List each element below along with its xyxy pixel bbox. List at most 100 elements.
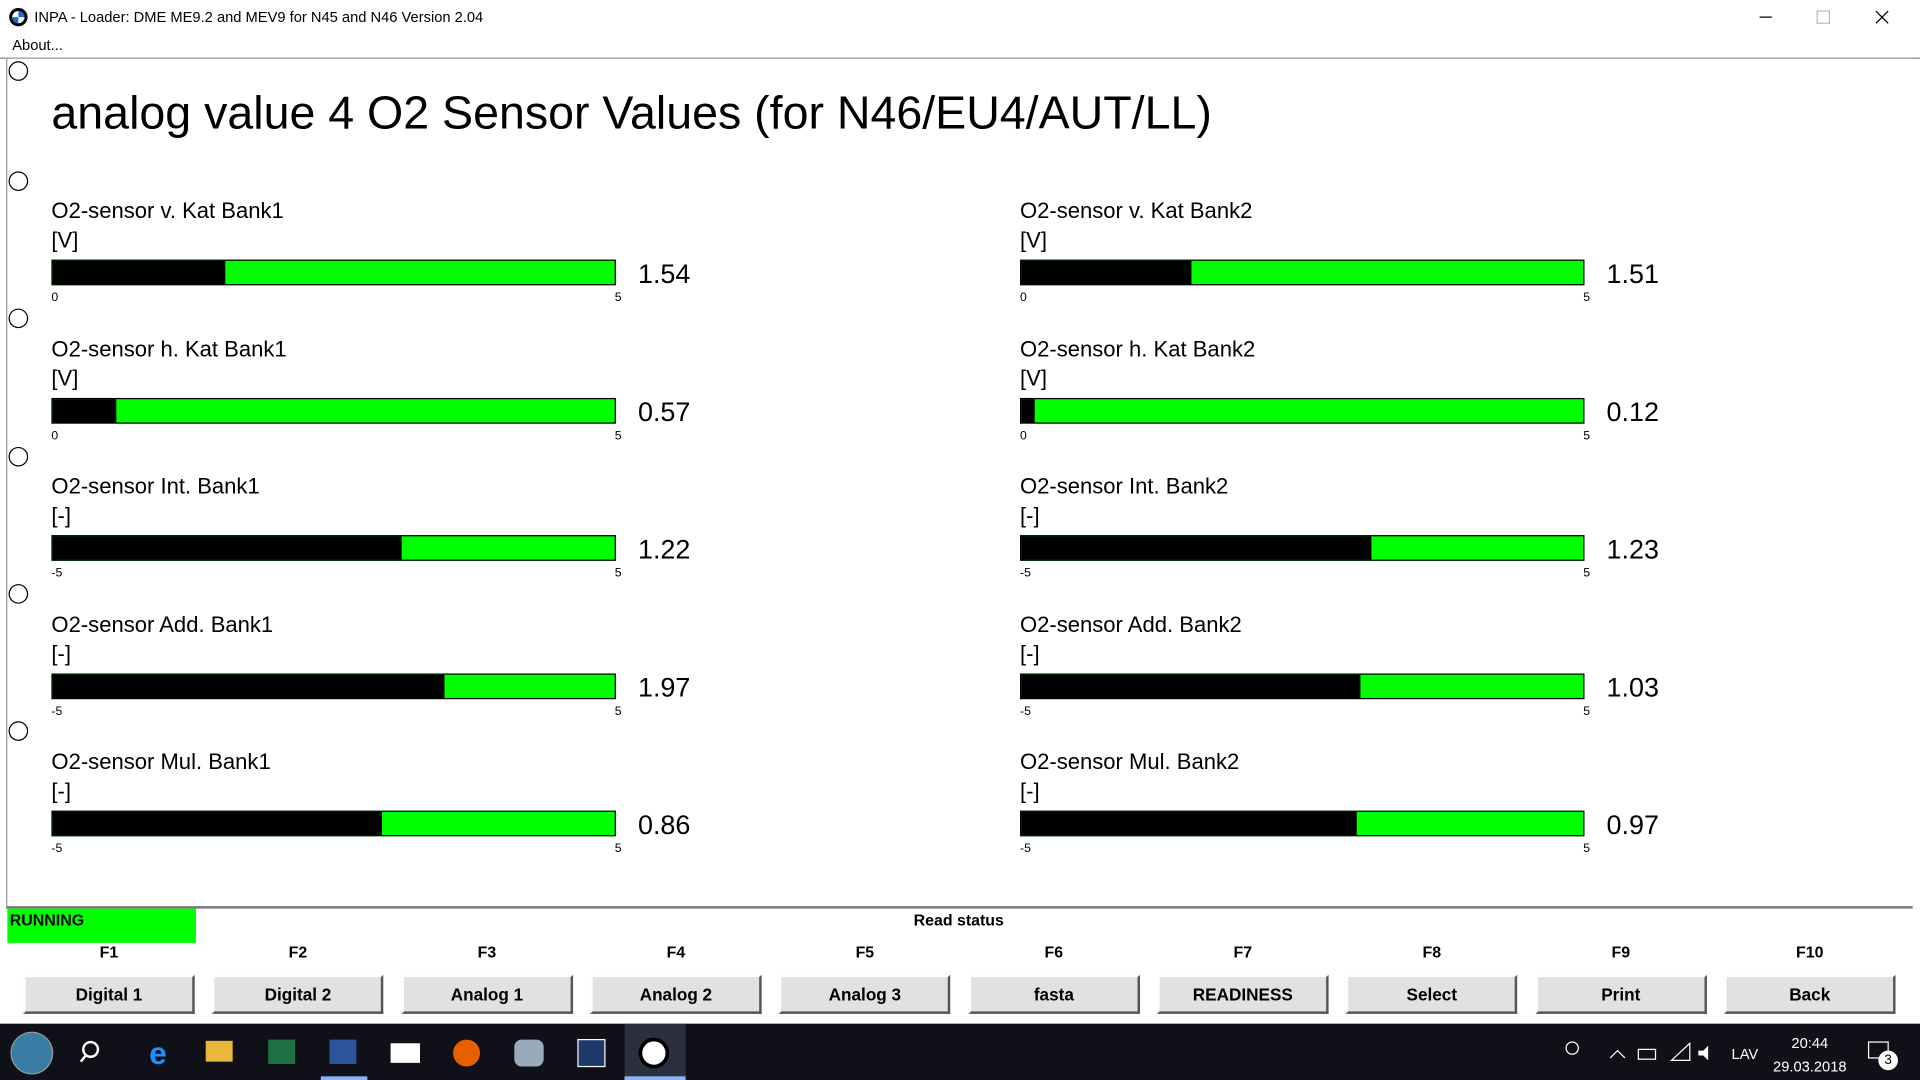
heading: analog value 4 O2 Sensor Values (for N46… xyxy=(51,88,1212,140)
gauge-unit: [V] xyxy=(51,365,79,390)
function-key-name: F9 xyxy=(1611,942,1631,962)
gauge-unit: [V] xyxy=(51,227,79,253)
edge-icon[interactable]: e xyxy=(149,1035,167,1071)
gauge-label: O2-sensor Int. Bank1 xyxy=(51,473,260,499)
function-key-button[interactable]: Back xyxy=(1724,974,1896,1014)
function-key-button[interactable]: Print xyxy=(1535,974,1707,1014)
gauge-label: O2-sensor v. Kat Bank1 xyxy=(51,198,284,223)
function-key-button[interactable]: fasta xyxy=(968,974,1140,1014)
gauge-bar xyxy=(51,397,616,424)
gauge-max: 5 xyxy=(614,566,622,581)
radio-button[interactable] xyxy=(8,721,29,741)
gauge-min: 0 xyxy=(51,291,59,305)
tray-overflow[interactable] xyxy=(1609,1049,1626,1059)
gauge-fill xyxy=(1021,811,1357,836)
radio-button[interactable] xyxy=(8,446,29,467)
gauge-bar xyxy=(51,672,616,699)
gauge-fill xyxy=(52,398,117,422)
gauge-unit: [-] xyxy=(1020,503,1040,528)
function-key-button[interactable]: Analog 2 xyxy=(590,974,762,1014)
people-icon[interactable] xyxy=(1565,1041,1579,1055)
function-key-button[interactable]: Digital 2 xyxy=(212,974,384,1014)
inpa-taskbar-icon[interactable] xyxy=(638,1037,670,1069)
gauge-fill xyxy=(52,674,445,698)
gauge-bar xyxy=(1020,535,1585,561)
window-title: INPA - Loader: DME ME9.2 and MEV9 for N4… xyxy=(34,8,484,26)
gauge-max: 5 xyxy=(614,704,622,719)
gauge-label: O2-sensor Add. Bank2 xyxy=(1020,611,1242,637)
gauge-label: O2-sensor Mul. Bank2 xyxy=(1020,749,1240,774)
explorer-icon[interactable] xyxy=(205,1040,233,1062)
mail-icon[interactable] xyxy=(390,1043,420,1063)
gauge-max: 5 xyxy=(1583,566,1591,581)
function-key-button[interactable]: Analog 1 xyxy=(401,974,573,1014)
firefox-icon[interactable] xyxy=(453,1039,480,1067)
function-key-name: F1 xyxy=(99,942,119,962)
radio-button[interactable] xyxy=(8,584,29,604)
close[interactable] xyxy=(1875,10,1889,24)
function-key-button[interactable]: READINESS xyxy=(1157,974,1329,1014)
notification-count[interactable]: 3 xyxy=(1884,1053,1892,1068)
function-key-button[interactable]: Analog 3 xyxy=(779,974,951,1014)
gauge-bar xyxy=(51,535,616,561)
function-key-name: F8 xyxy=(1422,942,1442,962)
window-controls[interactable] xyxy=(1739,0,1910,34)
volume-icon[interactable] xyxy=(1698,1045,1709,1061)
gauge-fill xyxy=(1021,260,1191,285)
gauge-max: 5 xyxy=(614,842,622,856)
radio-button[interactable] xyxy=(8,308,29,329)
gauge-min: -5 xyxy=(1020,704,1031,719)
gauge-value: 1.03 xyxy=(1606,671,1659,703)
gauge-unit: [-] xyxy=(1020,778,1040,804)
taskbar-icons: e xyxy=(10,1023,686,1080)
battery-icon[interactable] xyxy=(1637,1048,1657,1060)
notification-icon[interactable] xyxy=(1864,1036,1901,1073)
gauge-label: O2-sensor h. Kat Bank2 xyxy=(1020,336,1256,361)
gauge-unit: [-] xyxy=(51,503,72,528)
clock-time[interactable]: 20:44 xyxy=(1791,1034,1829,1052)
gauge-max: 5 xyxy=(1583,842,1591,856)
radio-button[interactable] xyxy=(8,171,29,192)
gauge-value: 1.23 xyxy=(1606,533,1659,565)
radio-button[interactable] xyxy=(8,61,29,81)
excel-icon[interactable] xyxy=(268,1039,296,1065)
function-key-name: F4 xyxy=(666,942,686,962)
client-area xyxy=(6,58,1914,907)
gauge-value: 1.22 xyxy=(637,533,691,565)
function-key-button[interactable]: Digital 1 xyxy=(23,974,195,1014)
function-key-name: F3 xyxy=(477,942,497,962)
gauge-value: 1.97 xyxy=(637,671,691,703)
gauge-min: 0 xyxy=(1020,429,1027,443)
gauge-fill xyxy=(52,811,383,836)
gauge-label: O2-sensor Add. Bank1 xyxy=(51,611,274,637)
search-icon[interactable] xyxy=(82,1040,100,1058)
status-message: Read status xyxy=(913,911,1004,930)
function-key-name: F7 xyxy=(1233,942,1253,962)
clock-date[interactable]: 29.03.2018 xyxy=(1773,1057,1847,1076)
paint-icon[interactable] xyxy=(514,1039,544,1067)
gauge-max: 5 xyxy=(1583,704,1591,719)
gauge-unit: [V] xyxy=(1020,227,1047,253)
gauge-unit: [-] xyxy=(51,641,72,666)
gauge-value: 1.51 xyxy=(1606,258,1659,289)
function-key-button[interactable]: Select xyxy=(1346,974,1518,1014)
maximize[interactable] xyxy=(1816,10,1831,24)
status-state: RUNNING xyxy=(9,911,85,930)
cs-icon[interactable] xyxy=(577,1038,606,1068)
gauge-unit: [V] xyxy=(1020,365,1047,390)
gauge-label: O2-sensor h. Kat Bank1 xyxy=(51,336,287,361)
app-icon xyxy=(9,7,28,27)
wifi-icon[interactable] xyxy=(1669,1041,1691,1062)
word-icon[interactable] xyxy=(329,1039,357,1065)
gauge-fill xyxy=(52,260,226,285)
gauge-value: 0.86 xyxy=(637,809,691,840)
menu-item[interactable]: About... xyxy=(12,36,63,54)
function-key-name: F2 xyxy=(288,942,308,962)
language[interactable]: LAV xyxy=(1731,1045,1759,1063)
start-button[interactable] xyxy=(10,1031,54,1075)
gauge-fill xyxy=(52,536,403,560)
gauge-bar xyxy=(51,259,616,286)
function-key-name: F5 xyxy=(855,942,875,962)
gauge-label: O2-sensor Int. Bank2 xyxy=(1020,473,1229,499)
